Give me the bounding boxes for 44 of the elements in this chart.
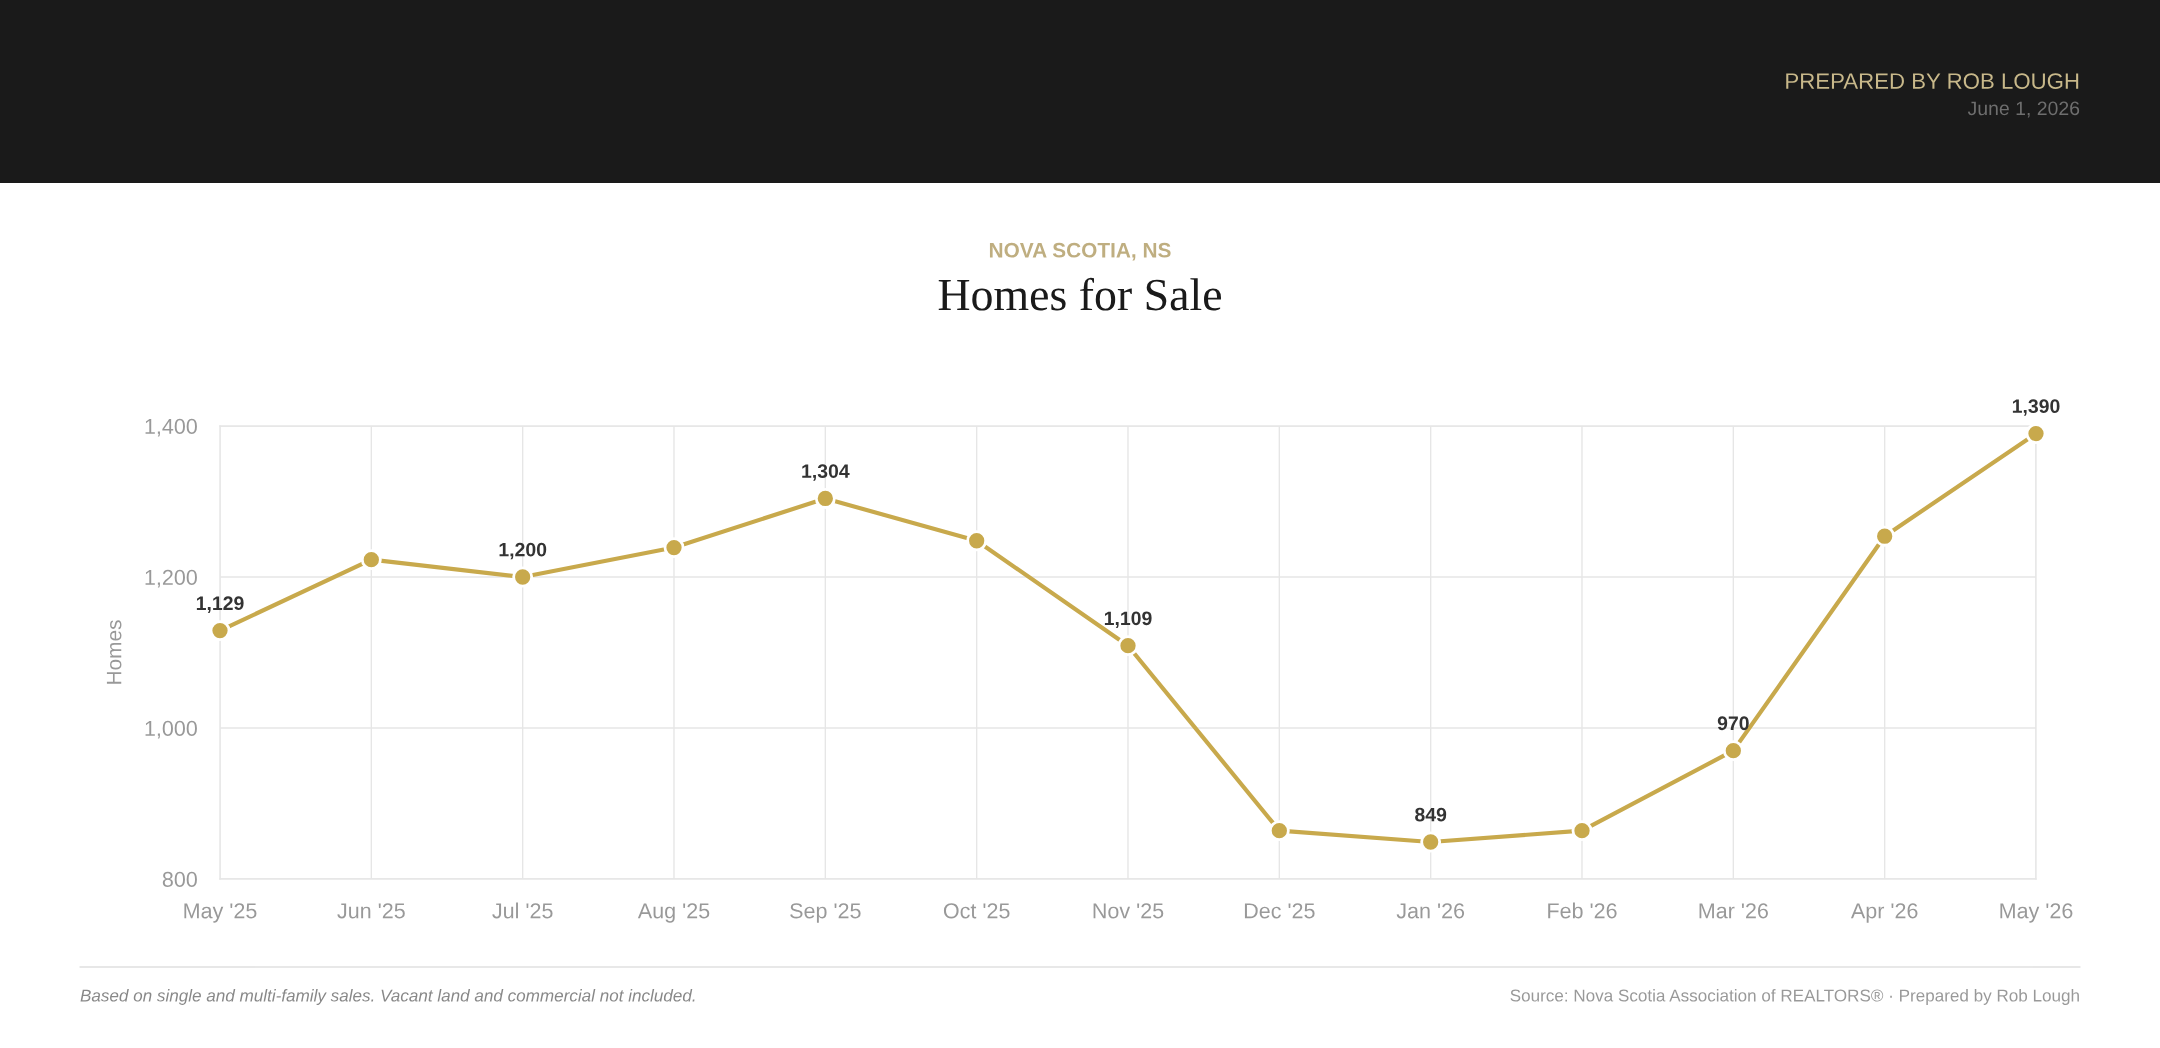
chart-title: Homes for Sale bbox=[938, 277, 1221, 311]
text: Based on single and multi-family sales. Vacant land and commercial not included. bbox=[80, 989, 695, 1005]
x-tick-label: May '25 bbox=[184, 903, 257, 923]
point bbox=[209, 620, 231, 642]
data-label: 1,304 bbox=[802, 464, 850, 481]
text: PREPARED BY ROB LOUGH bbox=[1786, 73, 2079, 89]
point bbox=[360, 549, 382, 571]
chart-subtitle: NOVA SCOTIA, NS bbox=[989, 242, 1171, 261]
x-tick-label: Oct '25 bbox=[943, 903, 1010, 919]
point bbox=[814, 488, 836, 509]
point bbox=[1420, 831, 1442, 853]
data-label: 849 bbox=[1415, 807, 1447, 822]
point bbox=[1117, 635, 1139, 657]
x-tick-label: Sep '25 bbox=[790, 903, 861, 923]
x-tick-label: Mar '26 bbox=[1699, 903, 1768, 919]
x-tick-label: Feb '26 bbox=[1548, 902, 1617, 919]
x-tick-label: Dec '25 bbox=[1244, 903, 1315, 919]
x-tick-label: Jan '26 bbox=[1396, 903, 1465, 919]
point bbox=[663, 537, 685, 558]
x-tick-label: Apr '26 bbox=[1850, 903, 1918, 923]
y-tick-label: 800 bbox=[162, 871, 197, 888]
x-tick-label: Nov '25 bbox=[1093, 903, 1164, 919]
data-label: 970 bbox=[1717, 716, 1749, 731]
data-label: 1,129 bbox=[196, 596, 244, 613]
point bbox=[1722, 740, 1744, 762]
data-label: 1,390 bbox=[2012, 399, 2060, 416]
point bbox=[1268, 820, 1290, 842]
data-label: 1,200 bbox=[499, 542, 547, 560]
point bbox=[2025, 423, 2047, 444]
point bbox=[512, 566, 534, 588]
data-label: 1,109 bbox=[1104, 611, 1152, 629]
x-tick-label: Jul '25 bbox=[492, 902, 553, 919]
y-axis-title: Homes bbox=[106, 620, 122, 684]
y-tick-label: 1,000 bbox=[145, 720, 197, 739]
y-tick-label: 1,400 bbox=[145, 418, 197, 437]
x-tick-label: Jun '25 bbox=[337, 903, 405, 919]
point bbox=[1571, 820, 1593, 842]
text: June 1, 2026 bbox=[1967, 101, 2080, 118]
point bbox=[966, 530, 988, 552]
x-tick-label: May '26 bbox=[2000, 903, 2073, 923]
x-tick-label: Aug '25 bbox=[637, 903, 710, 923]
source-note: Source: Nova Scotia Association of REALTORS® · Prepared by Rob Lough bbox=[1510, 989, 2079, 1005]
y-tick-label: 1,200 bbox=[145, 569, 197, 588]
point bbox=[1874, 525, 1896, 547]
